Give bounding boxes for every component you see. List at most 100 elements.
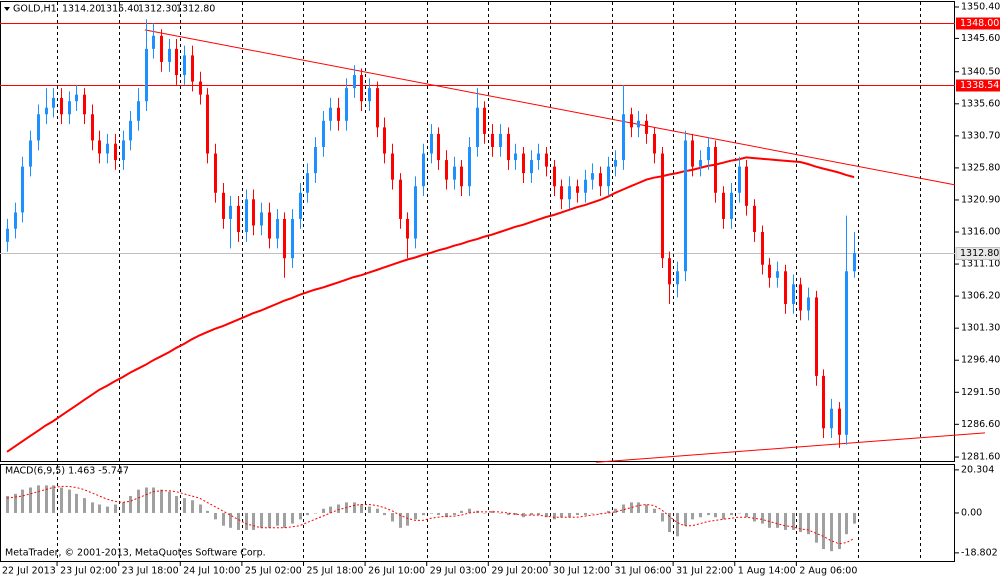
macd-bar xyxy=(137,489,140,513)
macd-bar xyxy=(830,512,833,552)
candle-body xyxy=(376,88,379,128)
macd-bar xyxy=(738,512,741,514)
macd-bar xyxy=(175,495,178,513)
candle-body xyxy=(807,297,810,311)
macd-bar xyxy=(268,512,271,528)
candle-body xyxy=(222,192,225,219)
macd-bar xyxy=(483,512,486,514)
candle-body xyxy=(699,160,702,167)
macd-bar xyxy=(245,512,248,530)
macd-y-tick-label: -18.802 xyxy=(961,547,998,558)
candle-body xyxy=(353,75,356,89)
candle-body xyxy=(152,35,155,49)
y-tick-label: 1316.00 xyxy=(961,227,1000,238)
x-tick-label: 1 Aug 14:00 xyxy=(738,566,796,577)
candle-body xyxy=(6,228,9,242)
macd-bar xyxy=(276,512,279,526)
macd-bar xyxy=(45,485,48,513)
macd-bar xyxy=(129,495,132,513)
macd-label: MACD(6,9,5) 1.463 -5.747 xyxy=(5,466,129,477)
macd-bar xyxy=(306,512,309,516)
macd-bar xyxy=(291,512,294,524)
macd-bar xyxy=(653,508,656,513)
macd-bar xyxy=(545,512,548,518)
candle-body xyxy=(260,212,263,226)
macd-bar xyxy=(229,512,232,528)
candle-body xyxy=(360,75,363,102)
candle-body xyxy=(245,199,248,233)
macd-bar xyxy=(845,512,848,535)
candle-body xyxy=(530,160,533,174)
candle-body xyxy=(537,153,540,161)
candle-body xyxy=(784,271,787,304)
y-tick-label: 1286.60 xyxy=(961,419,1000,430)
macd-bar xyxy=(152,487,155,513)
candle-body xyxy=(853,252,856,272)
candle-body xyxy=(383,127,386,154)
macd-bar xyxy=(730,512,733,516)
candle-body xyxy=(745,166,748,206)
candle-body xyxy=(460,166,463,187)
candle-body xyxy=(761,232,764,265)
candle-body xyxy=(799,284,802,311)
candle-body xyxy=(306,173,309,193)
macd-bar xyxy=(453,512,456,516)
candle-body xyxy=(622,114,625,161)
candle-body xyxy=(845,271,848,435)
macd-bar xyxy=(537,512,540,516)
macd-bar xyxy=(838,512,841,550)
macd-bar xyxy=(237,512,240,530)
macd-bar xyxy=(83,498,86,513)
macd-bar xyxy=(576,512,579,516)
macd-bar xyxy=(14,493,17,513)
macd-bar xyxy=(776,512,779,528)
x-tick-label: 26 Jul 10:00 xyxy=(368,566,425,577)
macd-bar xyxy=(406,512,409,526)
macd-bar xyxy=(661,512,664,522)
macd-bar xyxy=(430,512,433,514)
macd-bar xyxy=(714,512,717,518)
candle-body xyxy=(653,133,656,154)
candle-body xyxy=(714,146,717,193)
macd-bar xyxy=(222,512,225,526)
macd-bar xyxy=(368,506,371,513)
y-tick-label: 1340.50 xyxy=(961,66,1000,77)
candle-body xyxy=(776,271,779,278)
candle-body xyxy=(322,120,325,147)
candle-body xyxy=(730,192,733,219)
candle-body xyxy=(122,140,125,161)
candle-body xyxy=(568,186,571,200)
candle-body xyxy=(691,140,694,167)
macd-bar xyxy=(91,502,94,513)
candle-body xyxy=(98,140,101,154)
candle-body xyxy=(60,97,63,115)
x-tick-label: 24 Jul 10:00 xyxy=(183,566,240,577)
candle-body xyxy=(68,101,71,115)
macd-bar xyxy=(329,506,332,513)
macd-bar xyxy=(645,504,648,513)
macd-bar xyxy=(722,512,725,520)
macd-bar xyxy=(514,512,517,516)
menu-arrow xyxy=(4,7,10,11)
candle-body xyxy=(499,133,502,147)
macd-bar xyxy=(37,485,40,513)
candle-body xyxy=(160,35,163,62)
candle-body xyxy=(576,186,579,193)
macd-bar xyxy=(160,489,163,513)
candle-body xyxy=(545,153,548,167)
candle-body xyxy=(560,186,563,200)
y-tick-label: 1330.70 xyxy=(961,130,1000,141)
price-frame xyxy=(0,1,955,462)
candle-body xyxy=(468,146,471,187)
candle-body xyxy=(822,375,825,429)
candle-body xyxy=(668,258,671,285)
candle-body xyxy=(291,218,294,259)
candle-body xyxy=(214,153,217,193)
candle-body xyxy=(137,101,140,121)
candle-body xyxy=(645,120,648,134)
candle-body xyxy=(522,153,525,174)
macd-bar xyxy=(807,512,810,535)
data-layer xyxy=(0,19,986,552)
